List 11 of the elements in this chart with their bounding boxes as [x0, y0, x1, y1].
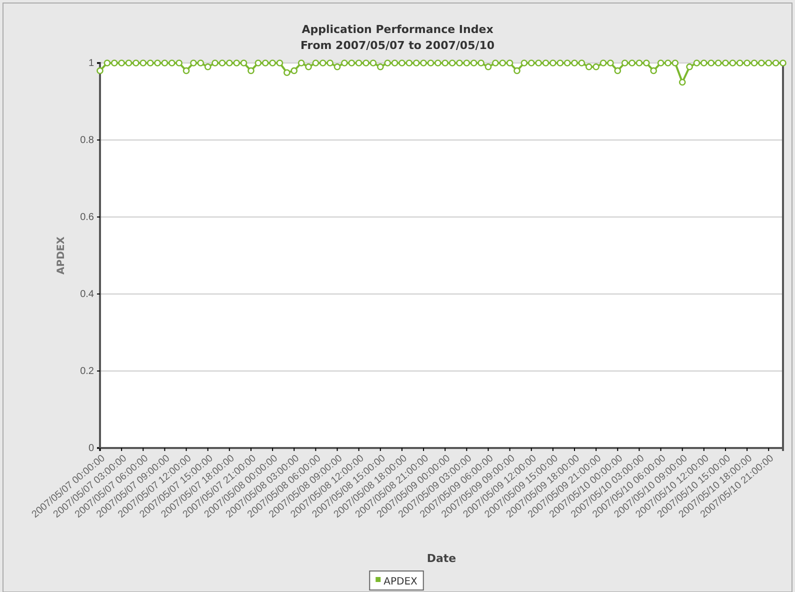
chart-subtitle: From 2007/05/07 to 2007/05/10: [300, 39, 495, 52]
y-tick-label: 0.6: [80, 212, 94, 224]
y-tick-label: 0.4: [80, 289, 94, 300]
x-axis-title: Date: [426, 552, 456, 565]
y-tick-label: 0.2: [80, 366, 94, 378]
y-axis-title: APDEX: [56, 236, 67, 274]
y-tick-label: 0.8: [80, 135, 94, 146]
legend-label: APDEX: [384, 576, 418, 588]
y-tick-label: 1: [88, 58, 94, 70]
chart-title: Application Performance Index: [302, 23, 494, 36]
y-tick-label: 0: [88, 443, 94, 454]
